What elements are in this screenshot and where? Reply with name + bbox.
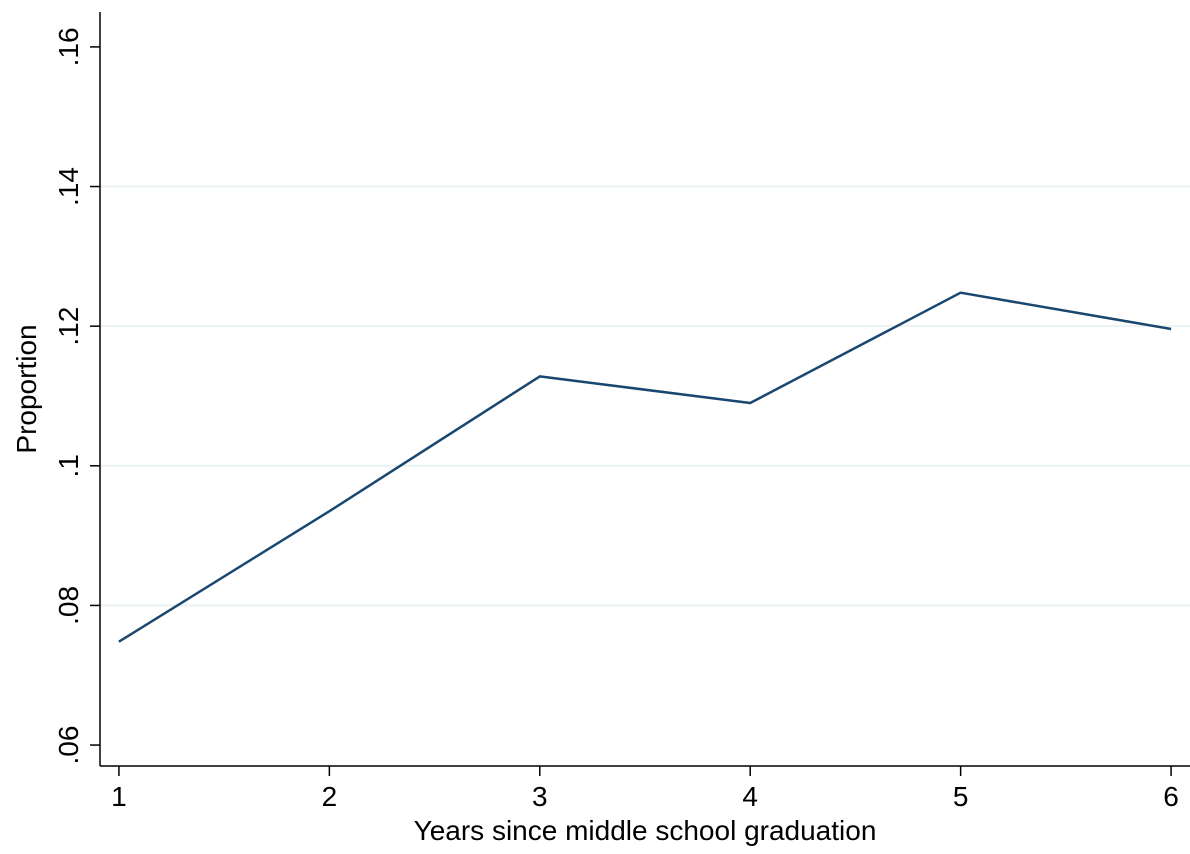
y-tick-label: .1 — [53, 454, 84, 477]
x-axis-ticks: 1 2 3 4 5 6 — [111, 766, 1179, 812]
x-tick-label: 4 — [742, 781, 758, 812]
y-tick-label: .14 — [53, 167, 84, 206]
y-tick-label: .12 — [53, 307, 84, 346]
x-tick-label: 1 — [111, 781, 127, 812]
gridlines — [100, 185, 1190, 607]
series-line — [118, 291, 1172, 643]
y-tick-label: .08 — [53, 586, 84, 625]
y-axis-ticks: .06 .08 .1 .12 .14 .16 — [53, 27, 100, 765]
x-tick-label: 3 — [532, 781, 548, 812]
y-axis-title: Proportion — [11, 324, 42, 453]
x-tick-label: 5 — [953, 781, 969, 812]
x-tick-label: 6 — [1163, 781, 1179, 812]
x-tick-label: 2 — [322, 781, 338, 812]
y-tick-label: .06 — [53, 726, 84, 765]
series-layer — [118, 291, 1172, 643]
x-axis-title: Years since middle school graduation — [414, 815, 877, 846]
y-tick-label: .16 — [53, 27, 84, 66]
